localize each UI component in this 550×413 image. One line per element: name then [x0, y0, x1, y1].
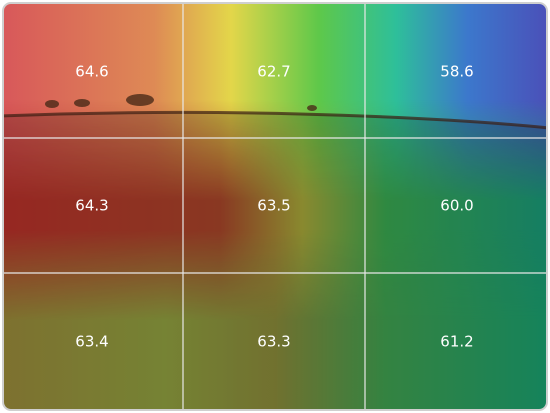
cell-value: 64.6 — [75, 63, 108, 81]
cell-value: 63.3 — [257, 333, 290, 351]
cell-value: 58.6 — [440, 63, 473, 81]
cell-value: 63.5 — [257, 197, 290, 215]
cell-value: 61.2 — [440, 333, 473, 351]
cell-labels: 64.6 62.7 58.6 64.3 63.5 60.0 63.4 63.3 61.2 — [75, 63, 473, 351]
cell-value: 60.0 — [440, 197, 473, 215]
cell-value: 62.7 — [257, 63, 290, 81]
cell-value: 63.4 — [75, 333, 108, 351]
cell-value: 64.3 — [75, 197, 108, 215]
